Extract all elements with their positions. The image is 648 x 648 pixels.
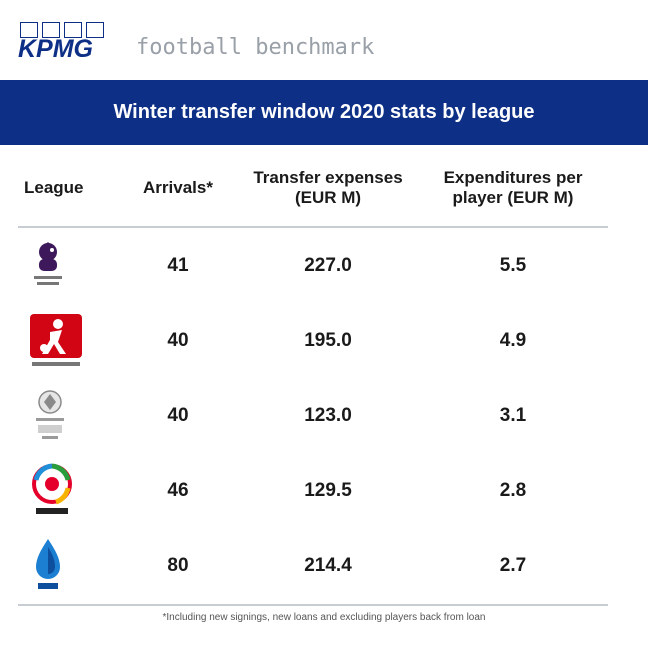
header-expenditures-per-player: Expenditures per player (EUR M): [443, 167, 583, 207]
table-row: 46 129.5 2.8: [18, 453, 608, 528]
expenses-value: 214.4: [304, 554, 352, 576]
table-row: 40 123.0 3.1: [18, 378, 608, 453]
per-player-value: 3.1: [499, 404, 527, 426]
league-logo-cell: [18, 537, 118, 595]
league-stats-table: League Arrivals* Transfer expenses (EUR …: [18, 150, 608, 603]
league-logo-cell: [18, 388, 118, 444]
kpmg-logo-boxes-icon: [20, 22, 104, 38]
brand-subtitle: football benchmark: [136, 34, 375, 60]
table-header: League Arrivals* Transfer expenses (EUR …: [18, 150, 608, 228]
arrivals-value: 40: [167, 404, 189, 426]
kpmg-logo-text: KPMG: [18, 35, 93, 63]
header-league: League: [24, 177, 84, 197]
bundesliga-logo-icon: [30, 313, 82, 366]
title-banner: Winter transfer window 2020 stats by lea…: [0, 80, 648, 145]
expenses-value: 227.0: [304, 254, 352, 276]
per-player-value: 2.7: [499, 554, 527, 576]
footer-divider: [18, 604, 608, 606]
per-player-value: 4.9: [499, 329, 527, 351]
arrivals-value: 40: [167, 329, 189, 351]
footnote: *Including new signings, new loans and e…: [162, 612, 486, 623]
banner-title: Winter transfer window 2020 stats by lea…: [113, 101, 535, 123]
premier-league-logo-icon: [34, 241, 62, 285]
ligue-1-logo-icon: [36, 389, 64, 439]
league-logo-cell: [18, 312, 118, 370]
header-arrivals: Arrivals*: [143, 177, 213, 197]
header: KPMG football benchmark: [18, 12, 630, 72]
header-transfer-expenses: Transfer expenses (EUR M): [253, 167, 403, 207]
expenses-value: 129.5: [304, 479, 352, 501]
per-player-value: 2.8: [499, 479, 527, 501]
per-player-value: 5.5: [499, 254, 527, 276]
table-row: 41 227.0 5.5: [18, 228, 608, 303]
arrivals-value: 46: [167, 479, 189, 501]
expenses-value: 195.0: [304, 329, 352, 351]
kpmg-logo: KPMG: [18, 20, 118, 64]
table-row: 80 214.4 2.7: [18, 528, 608, 603]
laliga-logo-icon: [32, 463, 72, 514]
arrivals-value: 80: [167, 554, 189, 576]
expenses-value: 123.0: [304, 404, 352, 426]
league-logo-cell: [18, 462, 118, 520]
arrivals-value: 41: [167, 254, 189, 276]
table-row: 40 195.0 4.9: [18, 303, 608, 378]
serie-a-logo-icon: [36, 538, 60, 589]
league-logo-cell: [18, 238, 118, 294]
